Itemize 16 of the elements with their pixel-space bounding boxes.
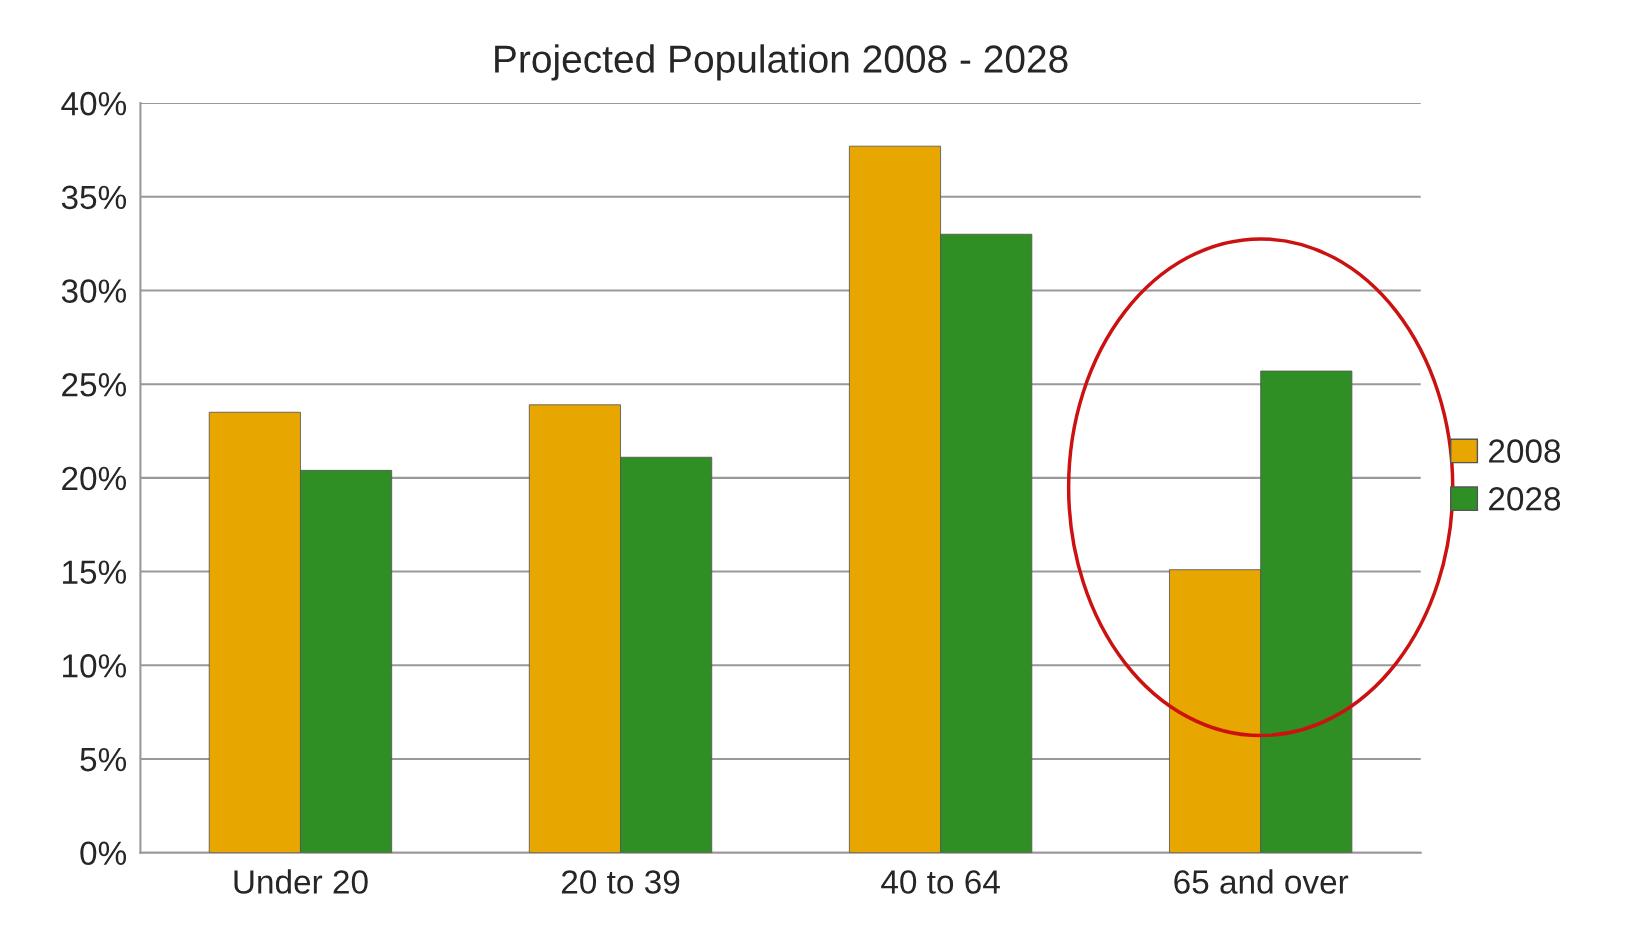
x-tick-label: 65 and over [1174, 869, 1349, 894]
y-tick-label: 0% [80, 841, 127, 866]
y-tick-label: 15% [63, 560, 127, 584]
y-tick-label: 20% [62, 466, 127, 491]
legend-label: 2028 [1489, 487, 1561, 511]
x-tick-label: 20 to 39 [561, 870, 680, 894]
y-tick-label: 30% [61, 279, 127, 303]
y-tick-label: 5% [80, 747, 127, 772]
x-tick-label: Under 20 [234, 869, 368, 894]
y-tick-label: 25% [62, 372, 127, 397]
y-tick-label: 35% [61, 185, 127, 210]
x-tick-label: 40 to 64 [881, 870, 1000, 894]
y-tick-label: 10% [63, 654, 127, 678]
chart-title: Projected Population 2008 - 2028 [495, 44, 1068, 81]
y-tick-label: 40% [61, 91, 127, 116]
legend-label: 2008 [1489, 439, 1561, 463]
